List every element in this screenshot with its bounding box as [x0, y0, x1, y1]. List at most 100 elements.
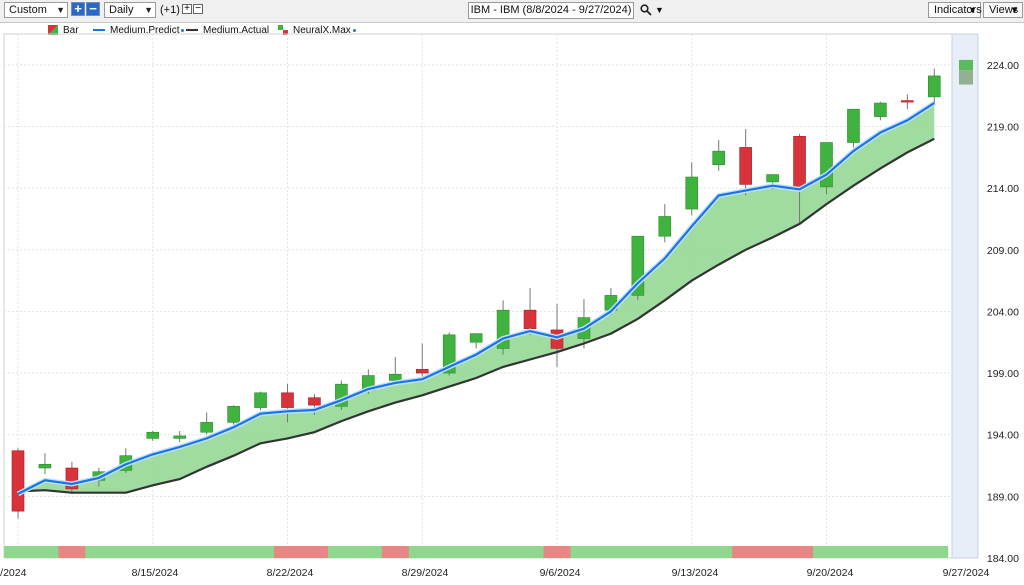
band-segment — [300, 546, 329, 558]
band-segment — [732, 546, 760, 558]
zoom-out-button[interactable]: − — [86, 2, 100, 16]
candle-body — [11, 450, 25, 512]
indicators-button[interactable]: Indicators ▼ — [928, 2, 982, 18]
band-segment — [866, 546, 895, 558]
y-axis: 184.00 189.00 194.00 199.00 204.00 209.00 214.… — [987, 60, 1019, 565]
chevron-down-icon: ▼ — [1010, 5, 1019, 15]
band-segment — [193, 546, 221, 558]
legend-bar[interactable]: Bar — [48, 24, 79, 38]
band-segment — [435, 546, 464, 558]
legend-medium-predict[interactable]: Medium.Predict — [93, 24, 185, 38]
offset-increase-button[interactable]: + — [182, 4, 192, 14]
neuralx-forecast — [959, 59, 973, 85]
band-segment — [139, 546, 167, 558]
y-tick-label: 184.00 — [987, 553, 1019, 565]
band-segment — [247, 546, 275, 558]
candle-body — [820, 142, 833, 188]
band-segment — [920, 546, 949, 558]
indicators-label: Indicators — [934, 4, 982, 16]
x-tick-label: 8/8/2024 — [0, 567, 27, 579]
candle-body — [227, 406, 240, 423]
line-swatch-icon — [186, 29, 198, 32]
band-segment — [354, 546, 383, 558]
legend-label: Medium.Actual — [203, 25, 270, 36]
chevron-down-icon[interactable]: ▼ — [655, 5, 664, 15]
candle-body — [254, 392, 267, 408]
chevron-down-icon: ▼ — [144, 5, 153, 15]
x-tick-label: 9/20/2024 — [807, 567, 854, 579]
y-tick-label: 189.00 — [987, 491, 1019, 503]
band-segment — [166, 546, 194, 558]
band-segment — [705, 546, 733, 558]
y-tick-label: 219.00 — [987, 121, 1019, 133]
band-segment — [813, 546, 841, 558]
legend-label: Bar — [63, 25, 79, 36]
candle-body — [308, 397, 321, 406]
y-tick-label: 224.00 — [987, 60, 1019, 72]
candle-body — [173, 435, 186, 439]
candle-body — [469, 333, 483, 343]
y-tick-label: 209.00 — [987, 245, 1019, 257]
legend-neuralx-max[interactable]: NeuralX.Max — [278, 24, 356, 38]
band-segment — [570, 546, 598, 558]
views-label: Views — [989, 4, 1019, 16]
views-button[interactable]: Views ▼ — [983, 2, 1023, 18]
x-tick-label: 8/29/2024 — [402, 567, 449, 579]
band-segment — [678, 546, 706, 558]
band-segment — [786, 546, 814, 558]
y-tick-label: 214.00 — [987, 183, 1019, 195]
neuralx-icon — [278, 25, 288, 36]
band-segment — [839, 546, 868, 558]
band-segment — [624, 546, 652, 558]
x-tick-label: 9/13/2024 — [672, 567, 719, 579]
toolbar: Custom ▼ + − Daily ▼ (+1) + − IBM - IBM … — [0, 0, 1024, 23]
remove-icon: − — [89, 1, 97, 16]
x-axis: 8/8/2024 8/15/2024 8/22/2024 8/29/2024 9/6/2… — [0, 567, 990, 579]
line-swatch-icon — [93, 29, 105, 32]
band-segment — [381, 546, 410, 558]
period-select-value: Custom — [9, 4, 47, 16]
candle-body — [766, 174, 779, 183]
symbol-title-text: IBM - IBM (8/8/2024 - 9/27/2024) — [470, 4, 632, 16]
candle-body — [281, 392, 294, 408]
candle-body — [658, 216, 672, 237]
add-icon: + — [184, 3, 190, 14]
medium-predict-line — [17, 102, 935, 495]
search-icon[interactable] — [640, 4, 652, 16]
band-segment — [489, 546, 517, 558]
remove-icon: − — [195, 3, 201, 14]
candle-body — [523, 309, 537, 329]
band-segment — [759, 546, 787, 558]
y-tick-label: 204.00 — [987, 306, 1019, 318]
legend-label: NeuralX.Max — [293, 25, 351, 36]
chevron-down-icon: ▼ — [56, 5, 65, 15]
info-dot-icon — [181, 28, 185, 32]
offset-decrease-button[interactable]: − — [193, 4, 203, 14]
zoom-in-button[interactable]: + — [71, 2, 85, 16]
band-segment — [543, 546, 571, 558]
candle-body — [38, 463, 52, 469]
band-segment — [220, 546, 248, 558]
forecast-zone — [951, 33, 979, 559]
band-segment — [327, 546, 356, 558]
offset-label: (+1) — [160, 4, 180, 16]
interval-select[interactable]: Daily ▼ — [104, 2, 156, 18]
candle-body — [388, 373, 402, 381]
period-select[interactable]: Custom ▼ — [4, 2, 68, 18]
y-tick-label: 194.00 — [987, 430, 1019, 442]
band-segment — [893, 546, 922, 558]
candle-body — [200, 422, 213, 433]
band-segment — [112, 546, 140, 558]
candle-body — [415, 369, 429, 374]
band-segment — [31, 546, 59, 558]
medium-actual-line — [17, 137, 935, 494]
candle-body — [712, 150, 726, 165]
symbol-title[interactable]: IBM - IBM (8/8/2024 - 9/27/2024) — [468, 2, 634, 19]
legend-medium-actual[interactable]: Medium.Actual — [186, 24, 269, 38]
candle-body — [874, 102, 887, 117]
candle-body — [146, 431, 160, 439]
x-tick-label: 8/15/2024 — [132, 567, 179, 579]
band-segment — [651, 546, 679, 558]
forecast-bar-bottom — [959, 70, 973, 85]
